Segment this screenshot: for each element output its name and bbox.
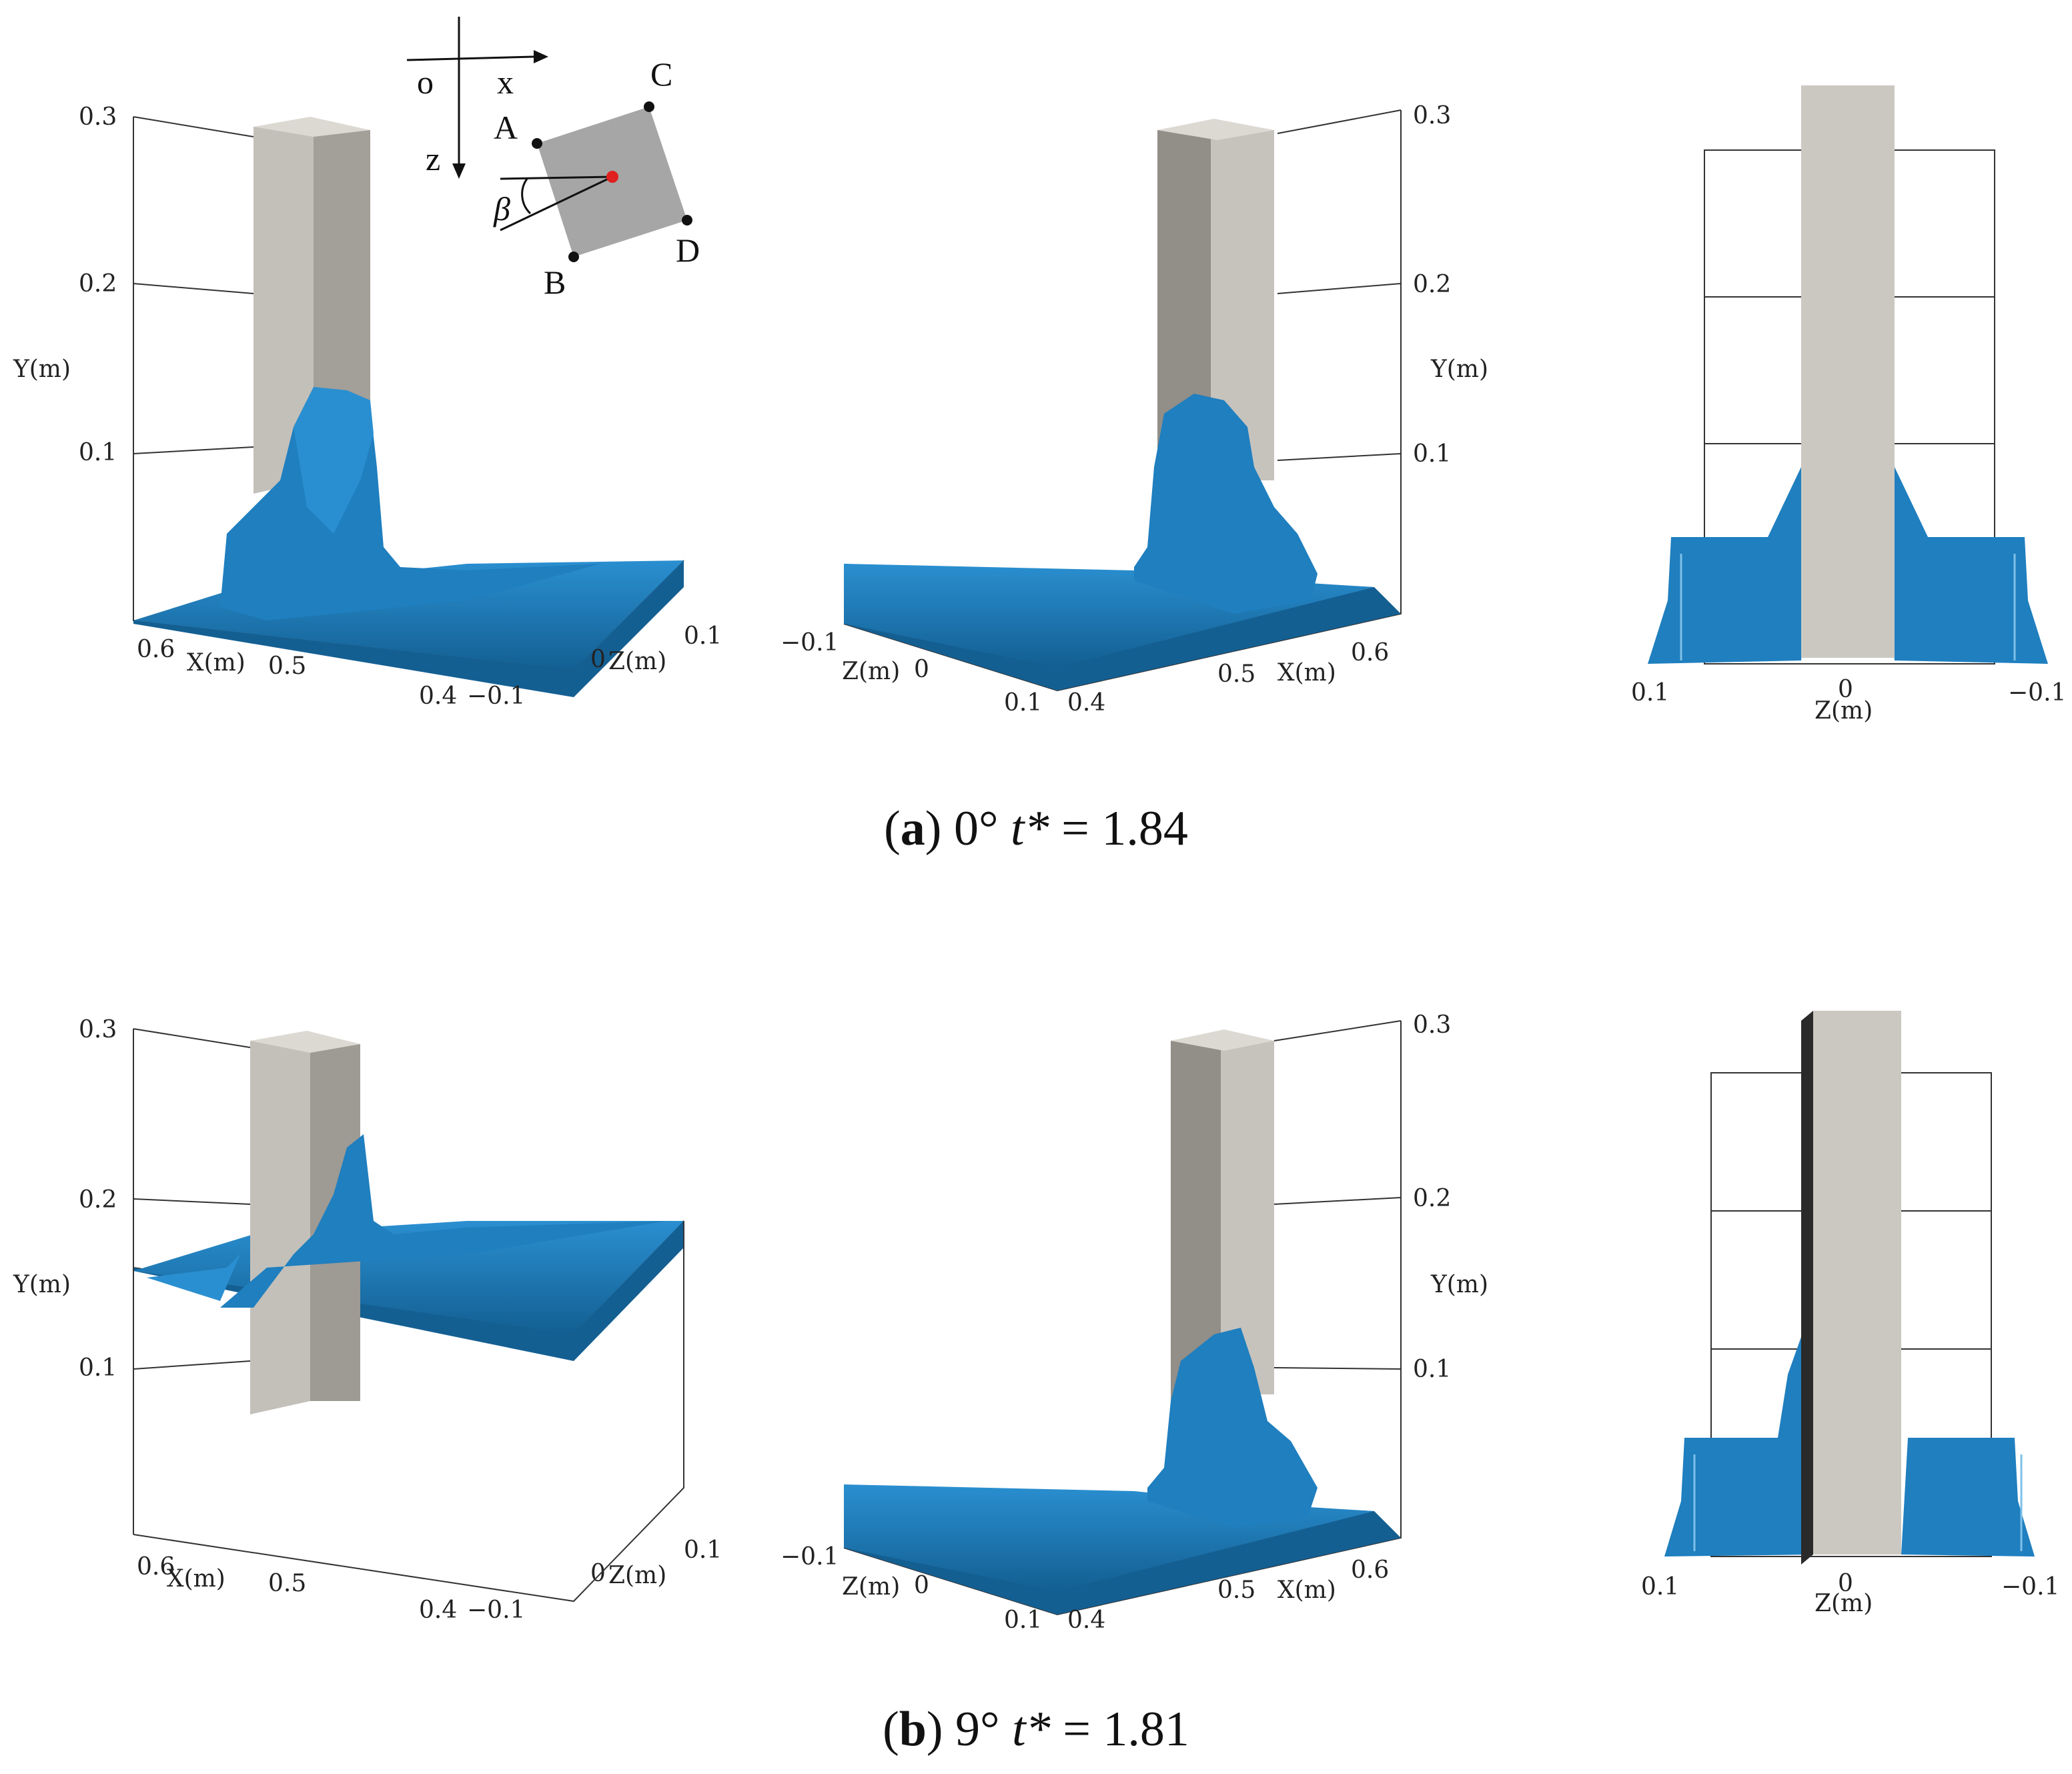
panel-b-view2-ytick-0: 0.3 [1413,1011,1451,1039]
schematic-x-label: x [497,63,514,101]
panel-b-view1-xtick-2: 0.4 [419,1597,457,1624]
panel-a-view2-ytick-2: 0.1 [1413,440,1451,468]
panel-a-view2-ytick-1: 0.2 [1413,271,1451,298]
panel-b-view2-ytick-2: 0.1 [1413,1356,1451,1383]
panel-a-view1-ztick-2: −0.1 [467,683,525,710]
panel-a-view1: 0.3 0.2 0.1 Y(m) 0.6 0.5 0.4 X(m) 0.1 0 … [13,103,722,710]
panel-a-view1-xtick-0: 0.6 [137,636,175,663]
panel-a-view2-ytick-0: 0.3 [1413,102,1451,129]
panel-a-view2-ztick-2: 0.1 [1004,689,1042,717]
panel-b-view2-ztick-2: 0.1 [1004,1607,1042,1634]
schematic-z-label: z [426,140,440,177]
panel-b-view2-xtick-1: 0.5 [1217,1577,1255,1604]
panel-b-view2-ztick-0: −0.1 [781,1543,839,1571]
corner-b-label: B [544,264,566,301]
panel-b-view1-xlabel: X(m) [167,1565,225,1593]
corner-a-label: A [494,109,518,146]
caption-b-value: = 1.81 [1063,1702,1189,1757]
caption-b-angle: 9° [955,1702,1000,1757]
panel-b-view3-ztick-2: −0.1 [2001,1573,2059,1601]
panel-b-view2-ztick-1: 0 [914,1572,929,1599]
caption-b-label: b [899,1702,927,1757]
panel-a-view2: 0.3 0.2 0.1 Y(m) 0.6 0.5 0.4 X(m) −0.1 0… [781,102,1488,717]
panel-b-view3-ztick-0: 0.1 [1641,1573,1679,1601]
corner-c-label: C [650,55,672,93]
panel-a-view1-ytick-1: 0.2 [79,270,117,298]
panel-a-view1-ztick-1: 0 [590,646,606,673]
caption-a-t: t* [1011,801,1049,856]
caption-b-t: t* [1012,1702,1051,1757]
panel-a-view1-xtick-2: 0.4 [419,683,457,710]
column-front [1801,85,1895,658]
panel-a-view1-ytick-2: 0.1 [79,439,117,466]
panel-a-view2-xtick-0: 0.6 [1351,639,1389,667]
column-front [1813,1011,1901,1555]
panel-a-view2-xlabel: X(m) [1277,659,1336,687]
panel-a-view2-xtick-2: 0.4 [1067,689,1105,717]
panel-b-view1-ylabel: Y(m) [13,1271,71,1298]
caption-a-label: a [900,801,925,856]
caption-a: (a) 0° t* = 1.84 [884,801,1188,856]
panel-a-view3: 0.1 0 −0.1 Z(m) [1631,85,2066,725]
panel-b-view2-zlabel: Z(m) [842,1573,900,1601]
panel-b-view1-zlabel: Z(m) [608,1562,666,1589]
panel-b-view1-ztick-0: 0.1 [684,1536,722,1564]
panel-a-view3-zlabel: Z(m) [1815,697,1873,725]
panel-b-view2-ylabel: Y(m) [1430,1271,1488,1298]
panel-b-view1-ztick-2: −0.1 [467,1597,525,1624]
panel-a-view2-xtick-1: 0.5 [1217,660,1255,688]
panel-b-view1-ytick-0: 0.3 [79,1016,117,1043]
panel-b-view1-ytick-1: 0.2 [79,1186,117,1214]
center-dot [606,171,618,183]
caption-b: (b) 9° t* = 1.81 [883,1702,1189,1757]
panel-b-view1: 0.3 0.2 0.1 Y(m) 0.6 0.5 0.4 X(m) 0.1 0 … [13,1016,722,1624]
panel-b-view3-zlabel: Z(m) [1815,1590,1873,1617]
panel-b-view1-ytick-2: 0.1 [79,1354,117,1382]
panel-a-view1-zlabel: Z(m) [608,648,666,675]
panel-a-view3-ztick-0: 0.1 [1631,679,1669,707]
panel-a-view2-zlabel: Z(m) [842,658,900,685]
z-arrow-icon [452,163,466,179]
panel-b-view2: 0.3 0.2 0.1 Y(m) 0.6 0.5 0.4 X(m) −0.1 0… [781,1011,1488,1634]
panel-a-view3-ztick-2: −0.1 [2008,679,2066,707]
panel-b-view3: 0.1 0 −0.1 Z(m) [1641,1011,2059,1617]
panel-a-view1-ztick-0: 0.1 [684,622,722,650]
caption-a-angle: 0° [953,801,999,856]
corner-d-label: D [676,232,700,269]
panel-a-view1-xlabel: X(m) [187,649,245,677]
panel-a-view2-ylabel: Y(m) [1430,356,1488,383]
caption-a-value: = 1.84 [1061,801,1188,856]
panel-b-view2-ytick-1: 0.2 [1413,1185,1451,1212]
panel-b-view1-xtick-1: 0.5 [268,1570,306,1597]
panel-b-view3-ztick-1: 0 [1838,1570,1853,1597]
x-arrow-icon [534,50,548,63]
column-shadow-side [1801,1011,1813,1565]
panel-a-view3-ztick-1: 0 [1838,676,1853,703]
panel-a-view2-ztick-0: −0.1 [781,629,839,656]
panel-a-view1-ytick-0: 0.3 [79,103,117,131]
schematic-origin: o [417,63,434,101]
panel-b-view2-xtick-0: 0.6 [1351,1557,1389,1584]
panel-a-view1-ylabel: Y(m) [13,356,71,383]
panel-b-view2-xlabel: X(m) [1277,1577,1336,1604]
panel-b-view2-xtick-2: 0.4 [1067,1607,1105,1634]
panel-a-view2-ztick-1: 0 [914,656,929,683]
panel-b-view1-ztick-1: 0 [590,1560,606,1587]
panel-a-view1-xtick-1: 0.5 [268,652,306,680]
schematic-beta-label: β [493,190,510,228]
schematic-diagram: o x z β A B C D [406,17,700,301]
panel-b-view1-xtick-0: 0.6 [137,1553,175,1581]
